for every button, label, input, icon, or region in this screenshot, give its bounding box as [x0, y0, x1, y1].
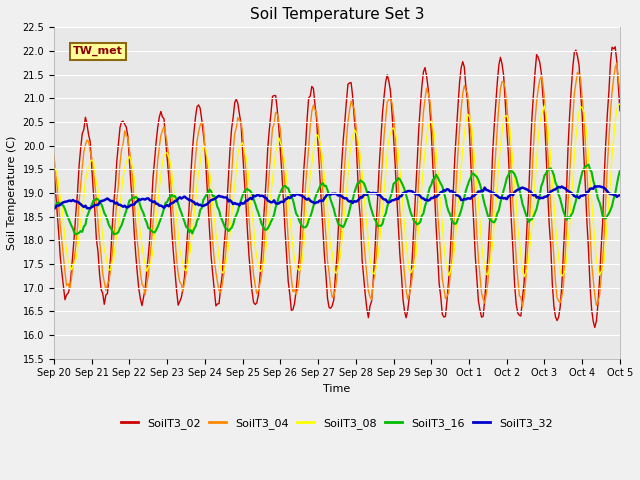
SoilT3_16: [66, 219, 74, 225]
SoilT3_16: [72, 232, 80, 238]
Legend: SoilT3_02, SoilT3_04, SoilT3_08, SoilT3_16, SoilT3_32: SoilT3_02, SoilT3_04, SoilT3_08, SoilT3_…: [117, 414, 557, 434]
SoilT3_04: [404, 296, 412, 302]
SoilT3_04: [66, 286, 74, 292]
SoilT3_02: [391, 161, 399, 167]
Line: SoilT3_02: SoilT3_02: [54, 47, 620, 327]
SoilT3_32: [591, 183, 598, 189]
SoilT3_16: [585, 162, 593, 168]
SoilT3_04: [391, 132, 399, 138]
SoilT3_02: [50, 162, 58, 168]
SoilT3_32: [50, 206, 58, 212]
SoilT3_08: [548, 180, 556, 185]
Y-axis label: Soil Temperature (C): Soil Temperature (C): [7, 136, 17, 250]
SoilT3_08: [616, 101, 624, 107]
SoilT3_16: [393, 178, 401, 183]
SoilT3_08: [50, 166, 58, 171]
SoilT3_32: [66, 198, 74, 204]
Text: TW_met: TW_met: [73, 46, 123, 57]
SoilT3_16: [157, 216, 164, 221]
SoilT3_04: [50, 153, 58, 158]
SoilT3_08: [391, 129, 399, 134]
SoilT3_16: [616, 168, 624, 173]
SoilT3_02: [547, 243, 555, 249]
SoilT3_02: [616, 108, 624, 114]
X-axis label: Time: Time: [323, 384, 351, 394]
SoilT3_08: [156, 185, 163, 191]
SoilT3_32: [372, 190, 380, 196]
SoilT3_02: [372, 221, 380, 227]
SoilT3_08: [66, 261, 74, 266]
SoilT3_04: [548, 230, 556, 236]
SoilT3_02: [611, 44, 619, 50]
SoilT3_16: [374, 224, 381, 229]
SoilT3_04: [518, 304, 526, 310]
SoilT3_16: [50, 205, 58, 211]
SoilT3_16: [405, 204, 413, 210]
SoilT3_16: [548, 168, 556, 174]
SoilT3_08: [372, 264, 380, 270]
Line: SoilT3_32: SoilT3_32: [54, 186, 620, 209]
SoilT3_02: [156, 114, 163, 120]
SoilT3_04: [613, 60, 621, 66]
Line: SoilT3_04: SoilT3_04: [54, 63, 620, 307]
SoilT3_02: [591, 324, 598, 330]
Title: Soil Temperature Set 3: Soil Temperature Set 3: [250, 7, 424, 22]
SoilT3_32: [616, 192, 624, 198]
SoilT3_32: [547, 189, 555, 194]
SoilT3_04: [372, 253, 380, 259]
SoilT3_08: [404, 255, 412, 261]
SoilT3_04: [156, 144, 163, 150]
Line: SoilT3_16: SoilT3_16: [54, 165, 620, 235]
SoilT3_02: [404, 308, 412, 313]
SoilT3_02: [66, 285, 74, 291]
SoilT3_08: [520, 274, 528, 279]
SoilT3_32: [156, 203, 163, 208]
SoilT3_32: [404, 188, 412, 194]
SoilT3_04: [616, 88, 624, 94]
SoilT3_32: [391, 197, 399, 203]
Line: SoilT3_08: SoilT3_08: [54, 104, 620, 276]
